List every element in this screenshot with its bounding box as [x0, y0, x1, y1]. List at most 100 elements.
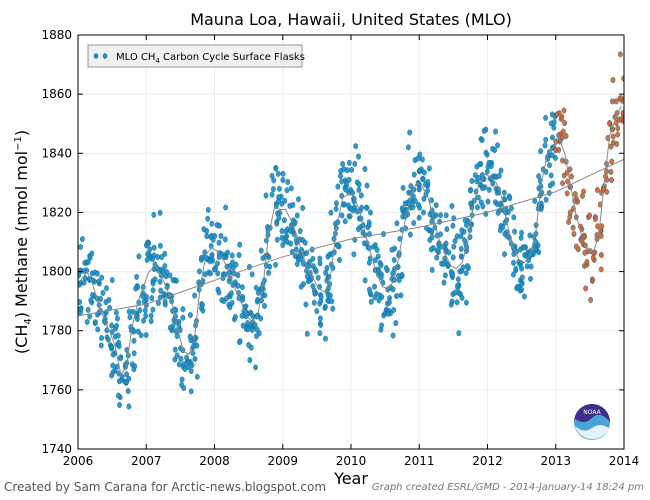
flask-sample-point	[223, 204, 229, 211]
flask-sample-point	[456, 330, 462, 337]
flask-sample-point	[275, 170, 281, 177]
flask-sample-point	[211, 266, 217, 273]
flask-sample-point	[479, 137, 485, 144]
flask-sample-point	[547, 162, 552, 169]
flask-sample-point	[322, 303, 328, 310]
flask-sample-point	[261, 277, 267, 284]
flask-sample-point	[108, 344, 114, 351]
flask-sample-point	[187, 312, 193, 319]
flask-sample-point	[327, 292, 333, 299]
flask-sample-point	[229, 252, 235, 259]
flask-sample-point	[246, 341, 252, 348]
flask-sample-point	[551, 119, 557, 126]
flask-sample-point	[367, 286, 372, 293]
preliminary-sample-point	[562, 120, 567, 127]
flask-sample-point	[492, 146, 497, 153]
flask-sample-point	[235, 282, 241, 289]
flask-sample-point	[462, 217, 468, 224]
flask-sample-point	[356, 186, 362, 193]
preliminary-sample-point	[615, 125, 621, 132]
flask-sample-point	[188, 388, 194, 395]
flask-sample-point	[330, 305, 336, 312]
y-axis-label-part: ) Methane (nmol mol	[12, 151, 31, 318]
flask-sample-point	[425, 187, 430, 194]
flask-sample-point	[496, 172, 502, 179]
preliminary-sample-point	[564, 190, 570, 197]
flask-sample-point	[459, 227, 465, 234]
y-axis-label-part: (CH	[12, 325, 31, 354]
flask-sample-point	[481, 127, 487, 134]
flask-sample-point	[485, 198, 491, 205]
flask-sample-point	[151, 211, 157, 218]
preliminary-sample-point	[553, 147, 559, 154]
flask-sample-point	[174, 277, 179, 284]
flask-sample-point	[192, 356, 198, 363]
flask-sample-point	[356, 153, 361, 160]
flask-sample-point	[196, 286, 202, 293]
flask-sample-point	[324, 265, 330, 272]
flask-sample-point	[502, 251, 507, 258]
flask-sample-point	[116, 339, 122, 346]
flask-sample-point	[317, 260, 323, 267]
flask-sample-point	[429, 197, 434, 204]
flask-sample-point	[519, 280, 525, 287]
flask-sample-point	[90, 291, 96, 298]
flask-sample-point	[455, 276, 461, 283]
flask-sample-point	[420, 176, 426, 183]
flask-sample-point	[110, 351, 116, 358]
flask-sample-point	[335, 183, 341, 190]
flask-sample-point	[269, 191, 275, 198]
noaa-logo-top	[576, 404, 608, 418]
flask-sample-point	[258, 315, 264, 322]
flask-sample-point	[438, 231, 443, 238]
flask-sample-point	[116, 392, 121, 399]
flask-sample-point	[342, 218, 348, 225]
preliminary-sample-point	[560, 180, 565, 187]
flask-sample-point	[483, 149, 489, 156]
flask-sample-point	[141, 317, 146, 324]
flask-sample-point	[340, 160, 345, 167]
flask-sample-point	[312, 266, 318, 273]
flask-sample-point	[391, 257, 397, 264]
flask-sample-point	[393, 320, 399, 327]
flask-sample-point	[543, 196, 549, 203]
preliminary-sample-point	[570, 224, 576, 231]
flask-sample-point	[293, 246, 299, 253]
flask-sample-point	[134, 316, 140, 323]
flask-sample-point	[133, 285, 139, 292]
x-tick-label: 2013	[540, 454, 571, 468]
flask-sample-point	[543, 136, 549, 143]
flask-sample-point	[84, 267, 90, 274]
preliminary-sample-point	[588, 296, 593, 303]
flask-sample-point	[162, 250, 168, 257]
flask-sample-point	[399, 272, 405, 279]
flask-sample-point	[167, 324, 173, 331]
flask-sample-point	[247, 357, 253, 364]
flask-sample-point	[312, 290, 318, 297]
flask-sample-point	[84, 319, 90, 326]
flask-sample-point	[333, 205, 339, 212]
flask-sample-point	[550, 134, 555, 141]
preliminary-sample-point	[618, 95, 624, 102]
flask-sample-point	[280, 170, 286, 177]
flask-sample-point	[441, 279, 447, 286]
flask-sample-point	[194, 373, 200, 380]
flask-sample-point	[124, 371, 130, 378]
flask-sample-point	[458, 245, 464, 252]
preliminary-sample-point	[567, 213, 573, 220]
flask-sample-point	[518, 234, 524, 241]
flask-sample-point	[449, 203, 455, 210]
flask-sample-point	[458, 233, 464, 240]
preliminary-sample-point	[573, 243, 579, 250]
flask-sample-point	[297, 227, 303, 234]
flask-sample-point	[228, 290, 234, 297]
flask-sample-point	[509, 205, 514, 212]
flask-sample-point	[78, 305, 84, 312]
flask-sample-point	[282, 237, 288, 244]
flask-sample-point	[310, 255, 316, 262]
flask-sample-point	[180, 314, 186, 321]
flask-sample-point	[131, 337, 137, 344]
x-tick-label: 2012	[472, 454, 503, 468]
preliminary-sample-point	[608, 168, 614, 175]
